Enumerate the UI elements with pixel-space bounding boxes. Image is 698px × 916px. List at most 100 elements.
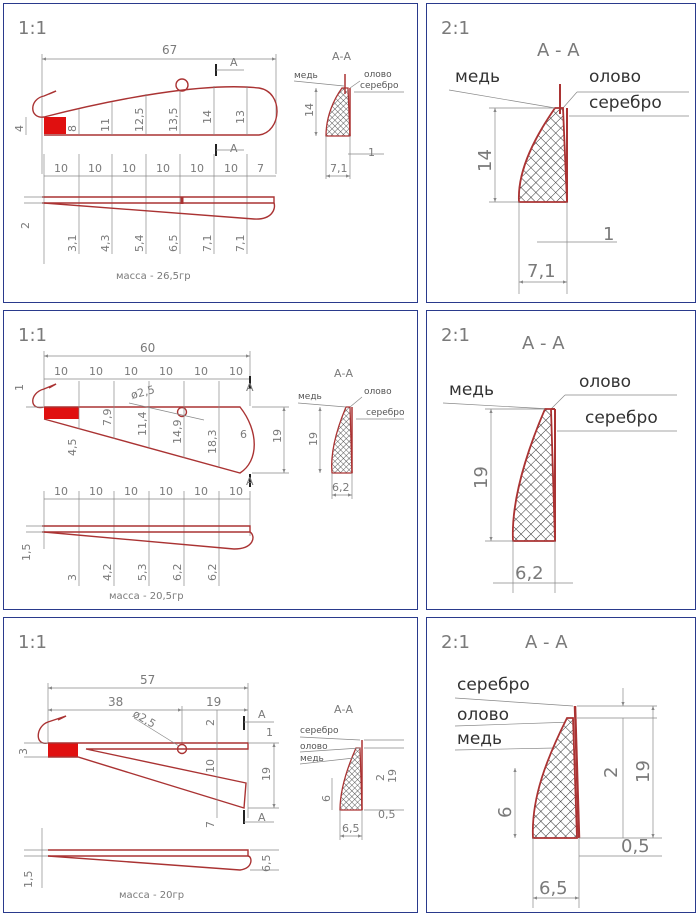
section-thick: 1 (603, 224, 614, 245)
hole-dim: ø2,5 (129, 383, 156, 402)
spacing-6: 10 (224, 162, 238, 175)
scale-label: 1:1 (18, 632, 47, 653)
section-mark-bottom: А (258, 811, 266, 824)
thick-1: 3,1 (66, 235, 79, 253)
thick-4: 6,2 (171, 564, 184, 582)
spacing-b4: 10 (159, 485, 173, 498)
copper-label: медь (294, 71, 318, 81)
section-title: А - А (537, 40, 580, 61)
height-3: 13,5 (167, 108, 180, 133)
section-height: 19 (307, 432, 320, 446)
section-h2: 19 (386, 769, 399, 783)
section-shape (331, 406, 353, 474)
silver-label: серебро (300, 726, 339, 736)
copper-label: медь (457, 729, 502, 749)
section-thick: 0,5 (378, 808, 396, 821)
hook-icon (32, 383, 57, 409)
copper-label: медь (300, 754, 324, 764)
spacing-b5: 10 (194, 485, 208, 498)
lure-body-side (48, 742, 249, 809)
thick-left: 1,5 (22, 871, 35, 889)
lure-body-side (43, 86, 278, 136)
solder-tail (44, 117, 66, 134)
section-shape (511, 408, 556, 542)
drawing-panel-3: 1:1 60 10 10 10 10 10 10 ø2,5 4,5 7,9 11… (3, 310, 418, 610)
thick-3: 5,3 (136, 564, 149, 582)
height-1: 4,5 (66, 439, 79, 457)
scale-label: 2:1 (441, 632, 470, 653)
section-width: 7,1 (330, 162, 348, 175)
drawing-panel-1: 1:1 67 8 11 12,5 13,5 14 13 4 А А 10 10 … (3, 3, 418, 303)
lure-body-top (48, 849, 249, 857)
silver-label: серебро (585, 408, 658, 428)
thick-1: 3 (66, 574, 79, 581)
copper-label: медь (455, 67, 500, 87)
scale-label: 2:1 (441, 325, 470, 346)
lure-body-top (42, 525, 251, 533)
spacing-b3: 10 (124, 485, 138, 498)
eye-height: 8 (66, 125, 79, 132)
section-width: 6,5 (539, 878, 568, 899)
tin-label: олово (300, 742, 328, 752)
spacing-b1: 10 (54, 485, 68, 498)
spacing-4: 10 (159, 365, 173, 378)
drawing-panel-2: 2:1 А - А медь олово серебро 14 7,1 1 (426, 3, 696, 303)
section-mark-top: А (246, 381, 254, 394)
tin-label: олово (364, 387, 392, 397)
dim-r-2: 10 (204, 759, 217, 773)
tin-label: олово (579, 372, 631, 392)
silver-label: серебро (360, 81, 399, 91)
dim-r-3: 7 (204, 821, 217, 828)
section-height: 19 (471, 466, 492, 489)
silver-label: серебро (457, 675, 530, 695)
dim-r-1: 2 (204, 719, 217, 726)
spacing-1: 10 (54, 365, 68, 378)
end-h: 6 (240, 428, 247, 441)
thick-right: 6,5 (260, 855, 273, 873)
section-width: 7,1 (527, 261, 556, 282)
drawing-panel-6: 2:1 А - А серебро олово медь 2 19 6 6,5 … (426, 617, 696, 913)
mass-label: масса - 20,5гр (109, 591, 184, 602)
height-5: 18,3 (206, 430, 219, 455)
thick-2: 4,2 (101, 564, 114, 582)
thick-left: 1,5 (20, 544, 33, 562)
lure-body-top (42, 196, 275, 204)
length-dim: 57 (140, 673, 155, 687)
tail-height: 1 (13, 384, 26, 391)
section-mark-bottom: А (230, 142, 238, 155)
height-3: 11,4 (136, 412, 149, 437)
thick-3: 5,4 (133, 235, 146, 253)
thick-6: 7,1 (234, 235, 247, 253)
section-title: А-А (334, 367, 353, 380)
hole-dim: ø2,5 (131, 707, 158, 730)
section-title: А - А (525, 632, 568, 653)
part2-dim: 19 (206, 695, 221, 709)
spacing-7: 7 (257, 162, 264, 175)
section-h1: 2 (374, 774, 387, 781)
silver-label: серебро (366, 408, 405, 418)
section-h1: 2 (601, 767, 622, 778)
scale-label: 2:1 (441, 18, 470, 39)
section-shape (531, 717, 578, 839)
spacing-2: 10 (88, 162, 102, 175)
hook-icon (37, 715, 67, 744)
solder-tail (44, 407, 79, 419)
mass-label: масса - 26,5гр (116, 271, 191, 282)
height-4: 14,9 (171, 420, 184, 445)
spacing-5: 10 (190, 162, 204, 175)
section-h3: 6 (495, 807, 516, 818)
section-mark-top: А (258, 708, 266, 721)
thick-left: 2 (19, 222, 32, 229)
drawing-panel-4: 2:1 А - А медь олово серебро 19 6,2 (426, 310, 696, 610)
section-h2: 19 (633, 760, 654, 783)
spacing-3: 10 (124, 365, 138, 378)
scale-label: 1:1 (18, 325, 47, 346)
length-dim: 67 (162, 43, 177, 57)
thick-4: 6,5 (167, 235, 180, 253)
solder-tail (48, 743, 78, 757)
section-shape (339, 747, 363, 811)
end-full: 19 (271, 429, 284, 443)
section-title: А-А (332, 50, 351, 63)
tail-height: 3 (17, 748, 30, 755)
spacing-3: 10 (122, 162, 136, 175)
